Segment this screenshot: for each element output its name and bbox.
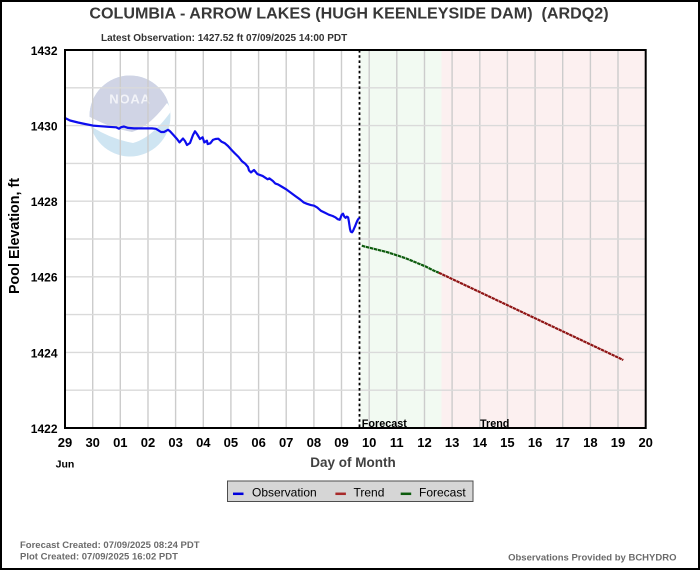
svg-text:1430: 1430: [31, 120, 58, 134]
svg-text:Forecast: Forecast: [362, 418, 407, 430]
svg-text:Pool Elevation, ft: Pool Elevation, ft: [7, 178, 23, 294]
svg-text:29: 29: [58, 435, 72, 450]
svg-text:11: 11: [390, 435, 404, 450]
svg-text:04: 04: [196, 435, 211, 450]
svg-text:07: 07: [279, 435, 293, 450]
svg-text:Day of Month: Day of Month: [310, 455, 396, 470]
svg-text:Latest Observation: 1427.52 ft: Latest Observation: 1427.52 ft 07/09/202…: [101, 33, 347, 44]
svg-text:18: 18: [583, 435, 597, 450]
svg-text:17: 17: [555, 435, 569, 450]
svg-text:Observations Provided by BCHYD: Observations Provided by BCHYDRO: [508, 553, 676, 564]
svg-text:NOAA: NOAA: [109, 92, 150, 107]
svg-text:Trend: Trend: [480, 418, 509, 430]
svg-text:01: 01: [113, 435, 127, 450]
svg-text:02: 02: [141, 435, 155, 450]
svg-text:1422: 1422: [31, 422, 58, 436]
svg-text:12: 12: [417, 435, 431, 450]
svg-text:30: 30: [85, 435, 99, 450]
svg-text:Jun: Jun: [56, 459, 75, 471]
svg-text:Trend: Trend: [354, 486, 385, 500]
svg-text:19: 19: [611, 435, 625, 450]
svg-text:1428: 1428: [31, 195, 58, 209]
svg-text:Forecast Created: 07/09/2025 0: Forecast Created: 07/09/2025 08:24 PDT: [20, 540, 200, 551]
svg-text:Observation: Observation: [252, 486, 317, 500]
svg-text:05: 05: [224, 435, 238, 450]
svg-text:08: 08: [307, 435, 321, 450]
svg-text:13: 13: [445, 435, 459, 450]
svg-text:1432: 1432: [31, 44, 58, 58]
svg-text:09: 09: [334, 435, 348, 450]
svg-text:1424: 1424: [31, 346, 58, 360]
svg-text:14: 14: [473, 435, 488, 450]
svg-text:16: 16: [528, 435, 542, 450]
svg-text:COLUMBIA - ARROW LAKES (HUGH K: COLUMBIA - ARROW LAKES (HUGH KEENLEYSIDE…: [89, 5, 608, 23]
svg-text:10: 10: [362, 435, 376, 450]
svg-text:1426: 1426: [31, 271, 58, 285]
svg-text:03: 03: [168, 435, 182, 450]
svg-text:15: 15: [500, 435, 514, 450]
svg-text:Plot Created: 07/09/2025 16:02: Plot Created: 07/09/2025 16:02 PDT: [20, 552, 178, 563]
svg-text:20: 20: [638, 435, 652, 450]
svg-text:06: 06: [251, 435, 265, 450]
svg-text:Forecast: Forecast: [419, 486, 466, 500]
